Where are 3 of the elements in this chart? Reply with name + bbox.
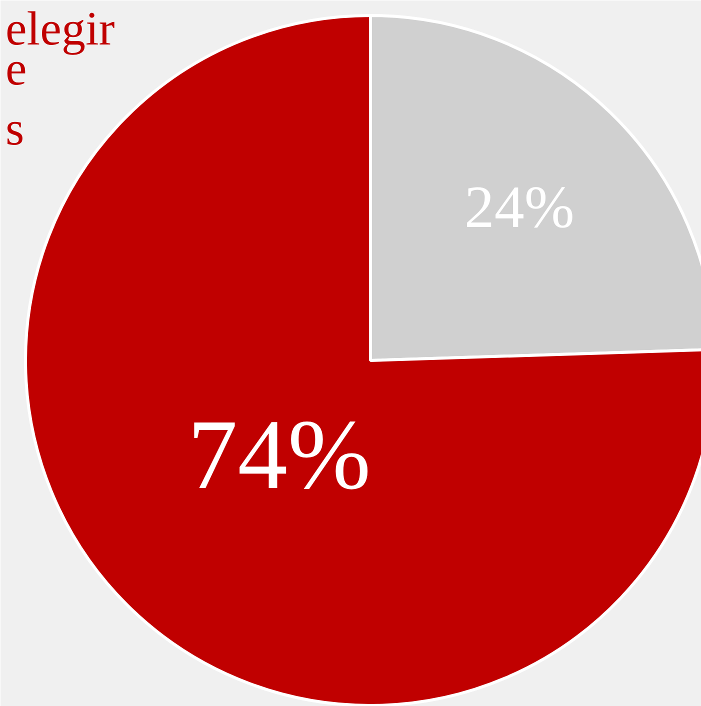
text: elegir bbox=[6, 2, 115, 56]
text: s bbox=[6, 102, 24, 156]
data-label: 74% bbox=[188, 399, 371, 510]
